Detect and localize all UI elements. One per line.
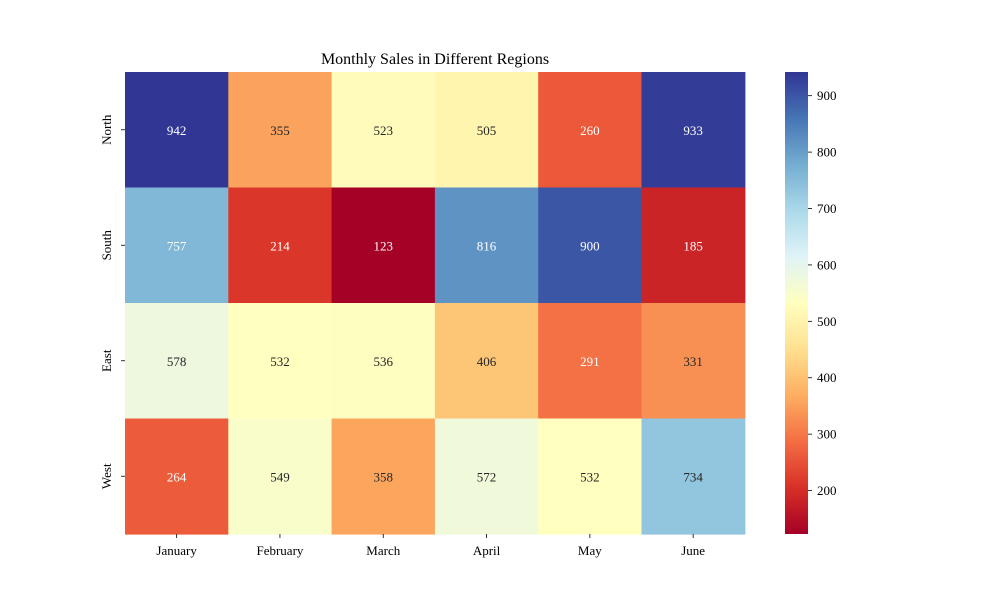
cell-value-label: 942 xyxy=(167,123,187,138)
cell-value-label: 331 xyxy=(683,354,703,369)
cell-value-label: 123 xyxy=(374,238,394,253)
heatmap-cell xyxy=(641,72,746,189)
y-tick-label: South xyxy=(99,230,114,261)
cell-value-label: 549 xyxy=(270,469,290,484)
x-tick-label: April xyxy=(473,543,501,558)
heatmap-cell xyxy=(331,187,436,304)
heatmap-cell xyxy=(228,418,333,535)
colorbar-tick-label: 900 xyxy=(817,88,837,103)
heatmap-cell xyxy=(331,418,436,535)
cell-value-label: 572 xyxy=(477,469,497,484)
cell-value-label: 264 xyxy=(167,469,187,484)
heatmap-cell xyxy=(125,187,229,304)
x-tick-label: January xyxy=(156,543,197,558)
heatmap-cell xyxy=(538,187,643,304)
heatmap-cell xyxy=(125,303,229,420)
cell-value-label: 532 xyxy=(270,354,290,369)
heatmap-cell xyxy=(538,418,643,535)
x-tick-label: May xyxy=(578,543,602,558)
cell-value-label: 260 xyxy=(580,123,600,138)
heatmap-cell xyxy=(228,72,333,189)
cell-value-label: 816 xyxy=(477,238,497,253)
heatmap-cell xyxy=(434,72,539,189)
colorbar-tick-label: 700 xyxy=(817,201,837,216)
heatmap-cell xyxy=(434,418,539,535)
colorbar-tick-label: 800 xyxy=(817,145,837,160)
colorbar-tick-label: 200 xyxy=(817,483,837,498)
heatmap-cell xyxy=(641,418,746,535)
heatmap-cell xyxy=(228,187,333,304)
cell-value-label: 406 xyxy=(477,354,497,369)
heatmap-cell xyxy=(125,72,229,189)
x-tick-label: March xyxy=(366,543,400,558)
y-tick-label: East xyxy=(99,349,114,372)
y-tick-label: West xyxy=(99,463,114,489)
heatmap-cell xyxy=(125,418,229,535)
cell-value-label: 358 xyxy=(374,469,394,484)
cell-value-label: 523 xyxy=(374,123,394,138)
y-axis: North South East West xyxy=(99,114,125,489)
heatmap-cell xyxy=(434,303,539,420)
cell-value-label: 578 xyxy=(167,354,187,369)
colorbar-tick-label: 400 xyxy=(817,370,837,385)
heatmap-cell xyxy=(538,72,643,189)
heatmap-cell xyxy=(331,303,436,420)
colorbar-tick-label: 300 xyxy=(817,427,837,442)
cell-value-label: 757 xyxy=(167,238,187,253)
y-tick-label: North xyxy=(99,114,114,145)
heatmap-cell xyxy=(538,303,643,420)
cell-value-label: 900 xyxy=(580,238,600,253)
colorbar-bar xyxy=(785,72,808,534)
heatmap-cell xyxy=(641,303,746,420)
cell-value-label: 536 xyxy=(374,354,394,369)
x-tick-label: June xyxy=(681,543,705,558)
heatmap-cell xyxy=(228,303,333,420)
heatmap-cell xyxy=(434,187,539,304)
x-axis: January February March April May June xyxy=(156,534,705,558)
x-tick-label: February xyxy=(256,543,303,558)
chart-title: Monthly Sales in Different Regions xyxy=(321,51,549,68)
cell-value-label: 933 xyxy=(683,123,703,138)
colorbar-tick-label: 500 xyxy=(817,314,837,329)
cell-value-label: 505 xyxy=(477,123,497,138)
cell-value-label: 532 xyxy=(580,469,600,484)
colorbar-tick-label: 600 xyxy=(817,257,837,272)
heatmap-cells: 942 355 523 505 260 933 757 214 123 816 900 185 578 5… xyxy=(125,72,746,535)
cell-value-label: 214 xyxy=(270,238,290,253)
heatmap-cell xyxy=(331,72,436,189)
cell-value-label: 185 xyxy=(683,238,703,253)
cell-value-label: 291 xyxy=(580,354,600,369)
cell-value-label: 734 xyxy=(683,469,703,484)
colorbar: 200 300 400 500 600 700 800 900 xyxy=(785,72,837,534)
heatmap-cell xyxy=(641,187,746,304)
cell-value-label: 355 xyxy=(270,123,290,138)
